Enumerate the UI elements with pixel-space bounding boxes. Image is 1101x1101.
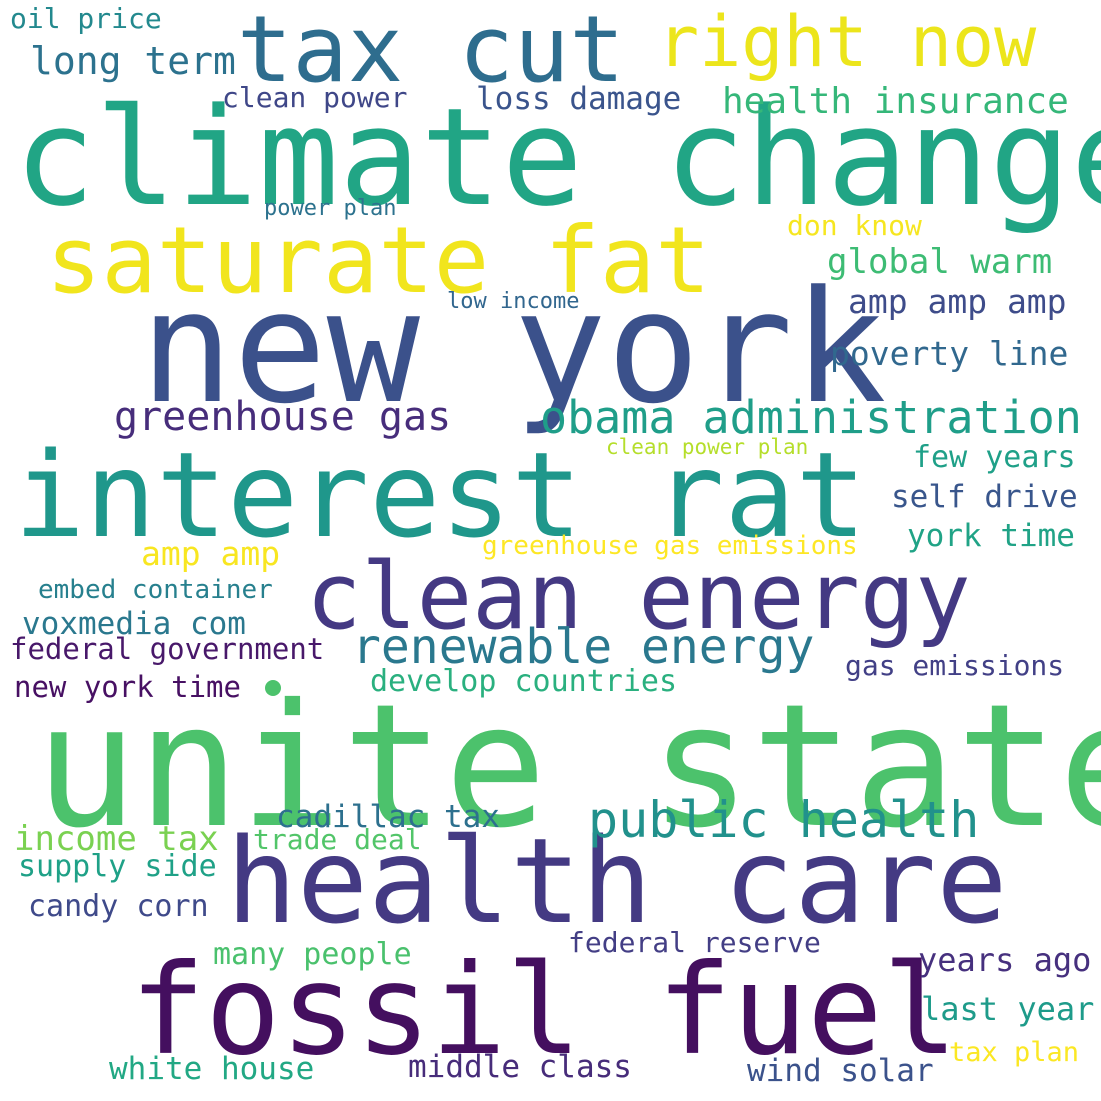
word-loss-damage: loss damage [476, 81, 682, 117]
word-poverty-line: poverty line [830, 334, 1069, 373]
word-interest-rat: interest rat [14, 426, 867, 564]
word-amp-amp-amp: amp amp amp [848, 282, 1067, 321]
word-tax-cut: tax cut [237, 0, 625, 103]
word-long-term: long term [30, 39, 236, 83]
word-public-health: public health [588, 791, 980, 849]
word-don-know: don know [787, 209, 922, 242]
word-gas-emissions: gas emissions [845, 649, 1065, 682]
word-tax-plan: tax plan [949, 1037, 1080, 1068]
word-supply-side: supply side [18, 849, 217, 884]
word-many-people: many people [213, 937, 412, 972]
word-new-york-time: new york time [14, 670, 241, 704]
word-embed-container: embed container [38, 575, 273, 605]
word-power-plan: power plan [264, 196, 397, 221]
decorative-dot [265, 680, 281, 696]
word-unite-state: unite state [35, 668, 1101, 866]
word-few-years: few years [913, 440, 1076, 475]
word-greenhouse-gas: greenhouse gas [114, 394, 452, 440]
word-renewable-energy: renewable energy [352, 619, 815, 675]
word-greenhouse-gas-emissions: greenhouse gas emissions [482, 531, 858, 561]
word-saturate-fat: saturate fat [46, 207, 711, 314]
word-york-time: york time [907, 518, 1075, 554]
word-candy-corn: candy corn [28, 889, 209, 924]
word-white-house: white house [109, 1051, 315, 1087]
word-cadillac-tax: cadillac tax [276, 799, 500, 835]
word-global-warm: global warm [827, 242, 1053, 282]
word-develop-countries: develop countries [370, 664, 678, 699]
word-years-ago: years ago [918, 941, 1092, 979]
word-climate-change: climate change [14, 79, 1101, 236]
word-new-york: new york [140, 257, 887, 438]
word-self-drive: self drive [891, 479, 1078, 515]
word-last-year: last year [921, 990, 1095, 1028]
word-health-insurance: health insurance [722, 81, 1069, 122]
word-low-income: low income [447, 289, 580, 314]
word-federal-government: federal government [10, 632, 325, 666]
word-right-now: right now [657, 1, 1037, 83]
word-clean-energy: clean energy [306, 543, 971, 650]
word-middle-class: middle class [408, 1049, 632, 1085]
word-obama-administration: obama administration [540, 391, 1082, 444]
word-amp-amp: amp amp [141, 534, 281, 573]
word-voxmedia-com: voxmedia com [22, 606, 246, 642]
word-fossil-fuel: fossil fuel [130, 938, 958, 1083]
word-trade-deal: trade deal [253, 823, 422, 856]
word-clean-power: clean power [222, 81, 408, 114]
word-wind-solar: wind solar [747, 1053, 934, 1089]
word-oil-price: oil price [10, 2, 162, 35]
word-income-tax: income tax [14, 819, 219, 859]
word-federal-reserve: federal reserve [568, 926, 821, 959]
word-clean-power-plan: clean power plan [606, 435, 809, 459]
word-health-care: health care [226, 812, 1008, 950]
